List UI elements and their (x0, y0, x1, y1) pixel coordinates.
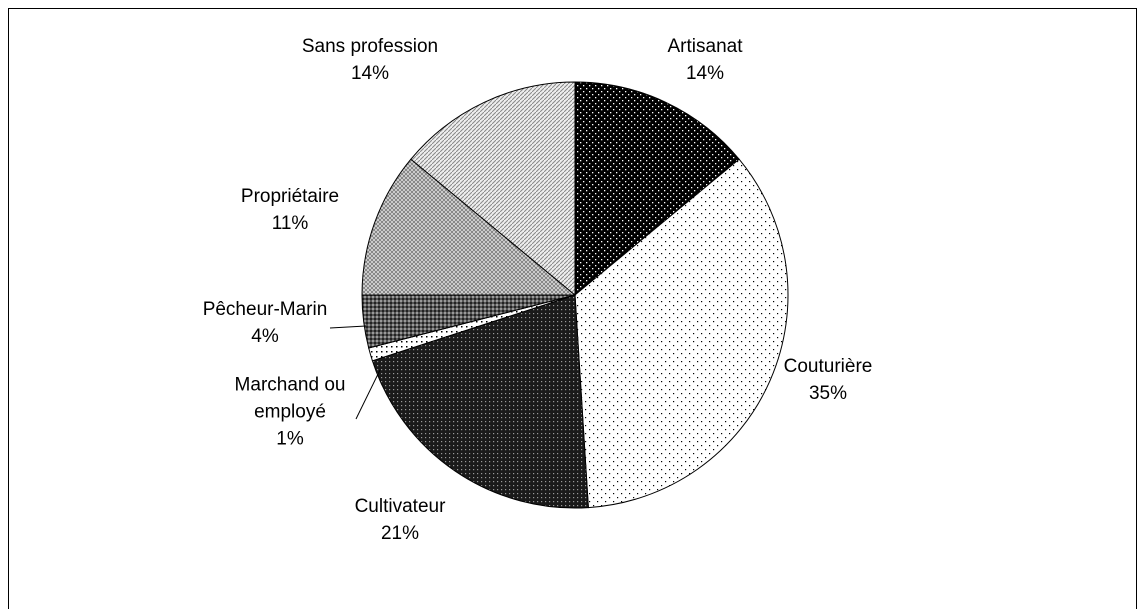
category-label: Propriétaire (240, 186, 340, 207)
slice-label: Sans profession 14% (302, 33, 438, 87)
slice-label: Cultivateur 21% (355, 493, 446, 547)
category-label: Cultivateur (354, 496, 446, 517)
category-label: Artisanat (667, 36, 743, 57)
pie-slice (371, 294, 589, 509)
value-label: 11% (271, 213, 309, 234)
category-label: Pêcheur-Marin (202, 299, 328, 320)
value-label: 1% (276, 428, 304, 450)
slice-label: Artisanat 14% (668, 33, 743, 87)
category-label: Sans profession (301, 36, 439, 57)
pie-slice (574, 158, 789, 509)
slice-label: Propriétaire 11% (241, 183, 339, 237)
leader-line (355, 369, 381, 420)
slice-label: Marchand ou employé 1% (225, 372, 355, 453)
value-label: 14% (350, 63, 390, 84)
frame (8, 8, 1137, 609)
leader-line (329, 325, 367, 329)
value-label: 21% (380, 523, 420, 544)
value-label: 4% (251, 326, 279, 347)
category-label: Marchand ou employé (234, 374, 346, 423)
pie-slice (410, 81, 576, 297)
slice-label: Couturière 35% (784, 353, 873, 407)
category-label: Couturière (783, 356, 873, 377)
pie-slice (574, 81, 740, 297)
value-label: 14% (685, 63, 725, 84)
pie-slice (361, 158, 577, 296)
value-label: 35% (808, 383, 848, 404)
slice-label: Pêcheur-Marin 4% (203, 296, 328, 350)
